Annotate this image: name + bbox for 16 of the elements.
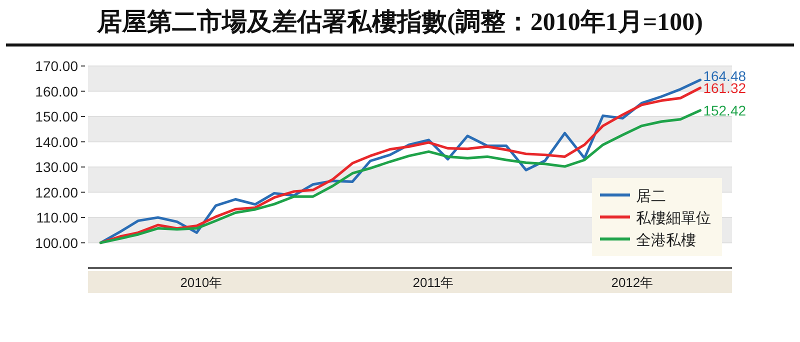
ytick-label: 160.00	[35, 83, 78, 100]
ytick-label: 130.00	[35, 159, 78, 175]
ytick-label: 100.00	[35, 234, 78, 251]
xtick-label: 2012年	[611, 275, 654, 290]
ytick-label: 120.00	[35, 184, 78, 200]
xtick-label: 2010年	[180, 275, 222, 290]
ytick-label: 110.00	[36, 210, 78, 226]
legend-label: 居二	[636, 188, 666, 205]
legend-label: 私樓細單位	[636, 210, 711, 227]
ytick-label: 140.00	[35, 134, 78, 150]
ytick-label: 150.00	[35, 108, 78, 124]
ytick-label: 170.00	[35, 58, 78, 74]
value-label: 152.42	[703, 102, 746, 118]
title: 居屋第二市場及差估署私樓指數(調整：2010年1月=100)	[97, 9, 703, 36]
xtick-label: 2011年	[412, 275, 454, 290]
legend-label: 全港私樓	[636, 232, 696, 249]
